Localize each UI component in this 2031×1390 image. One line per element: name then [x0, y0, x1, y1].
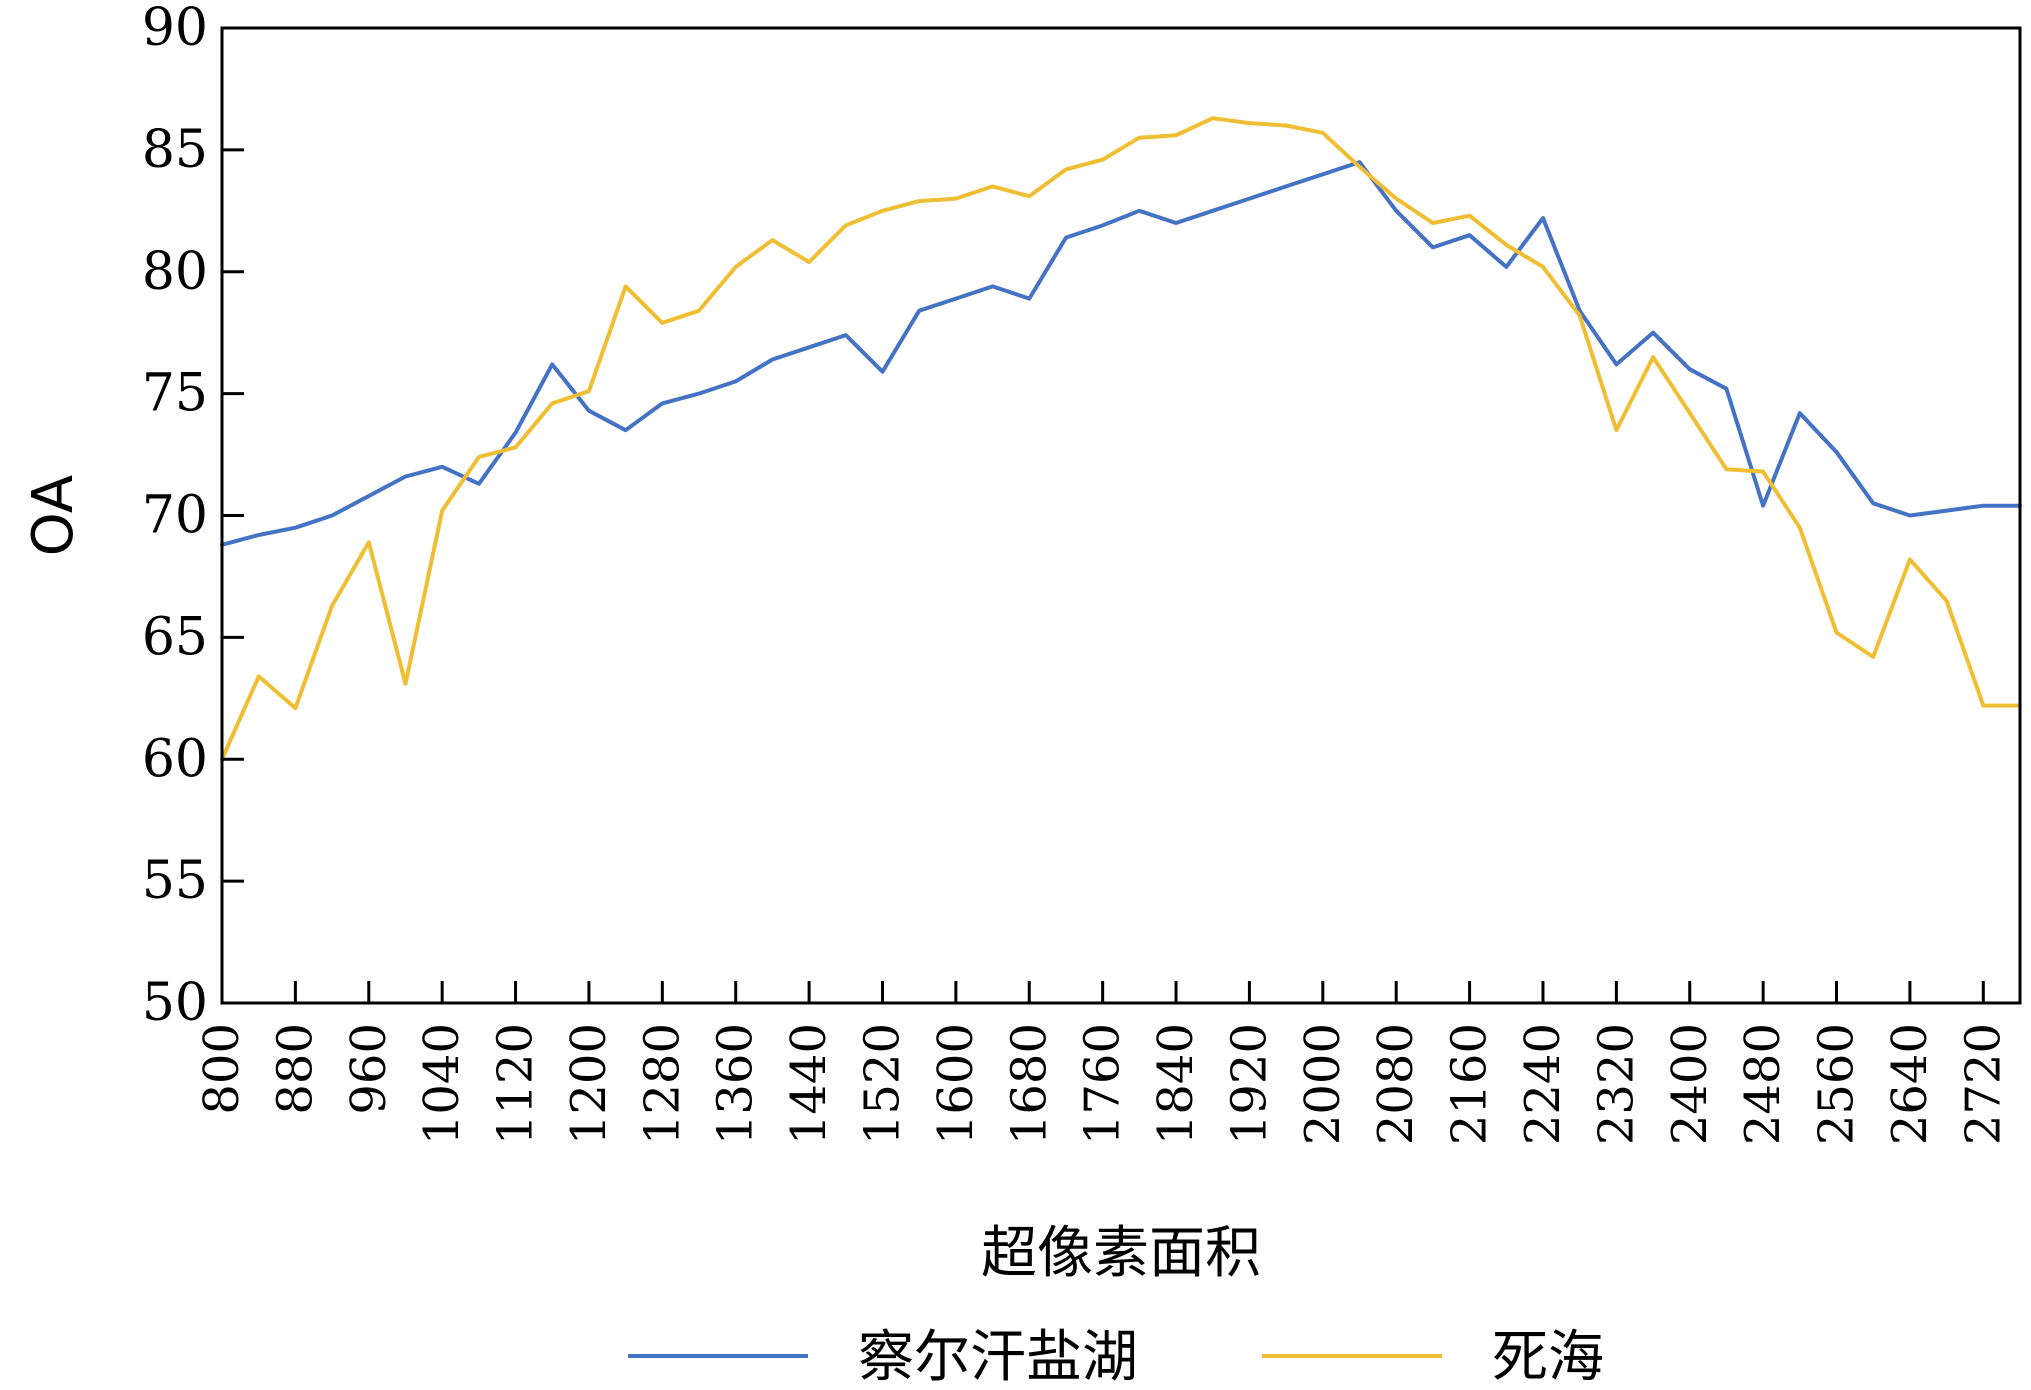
y-tick-label: 55 — [142, 851, 208, 911]
x-tick-label: 2400 — [1662, 1023, 1718, 1145]
x-tick-label: 1280 — [634, 1023, 690, 1145]
x-tick-label: 2240 — [1515, 1023, 1571, 1145]
x-tick-label: 960 — [341, 1023, 397, 1115]
x-tick-label: 1600 — [928, 1023, 984, 1145]
x-tick-label: 1440 — [781, 1023, 837, 1145]
y-tick-label: 65 — [142, 607, 208, 667]
x-tick-label: 1200 — [561, 1023, 617, 1145]
y-axis-title: OA — [21, 475, 86, 556]
x-tick-label: 2320 — [1588, 1023, 1644, 1145]
series-line-2 — [220, 116, 2022, 762]
x-axis-title: 超像素面积 — [981, 1221, 1261, 1286]
y-tick-label: 90 — [142, 0, 208, 58]
legend-label-2: 死海 — [1492, 1325, 1604, 1390]
x-tick-label: 1360 — [708, 1023, 764, 1145]
x-tick-label: 2640 — [1882, 1023, 1938, 1145]
x-tick-label: 1920 — [1221, 1023, 1277, 1145]
x-tick-label: 2720 — [1955, 1023, 2011, 1145]
y-tick-label: 70 — [142, 486, 208, 546]
y-tick-label: 80 — [142, 242, 208, 302]
x-tick-label: 2480 — [1735, 1023, 1791, 1145]
x-tick-label: 1680 — [1001, 1023, 1057, 1145]
x-tick-label: 2560 — [1809, 1023, 1865, 1145]
y-tick-label: 60 — [142, 729, 208, 789]
x-tick-label: 2080 — [1368, 1023, 1424, 1145]
y-tick-label: 85 — [142, 120, 208, 180]
y-tick-label: 50 — [142, 973, 208, 1033]
x-tick-label: 1840 — [1148, 1023, 1204, 1145]
legend: 察尔汗盐湖 死海 — [628, 1325, 1604, 1390]
x-tick-label: 1520 — [854, 1023, 910, 1145]
legend-label-1: 察尔汗盐湖 — [858, 1325, 1138, 1390]
x-tick-label: 1120 — [488, 1023, 544, 1145]
x-tick-label: 880 — [267, 1023, 323, 1115]
series-line-1 — [220, 160, 2022, 547]
x-tick-label: 2160 — [1442, 1023, 1498, 1145]
plot-frame — [220, 26, 2022, 1005]
x-tick-label: 800 — [194, 1023, 250, 1115]
x-tick-label: 1040 — [414, 1023, 470, 1145]
x-tick-label: 2000 — [1295, 1023, 1351, 1145]
axes: 50 55 60 65 70 75 80 85 90 800 880 960 1040 1120 1200 1… — [142, 0, 2022, 1145]
x-tick-label: 1760 — [1075, 1023, 1131, 1145]
y-tick-label: 75 — [142, 364, 208, 424]
series-layer — [220, 116, 2022, 762]
